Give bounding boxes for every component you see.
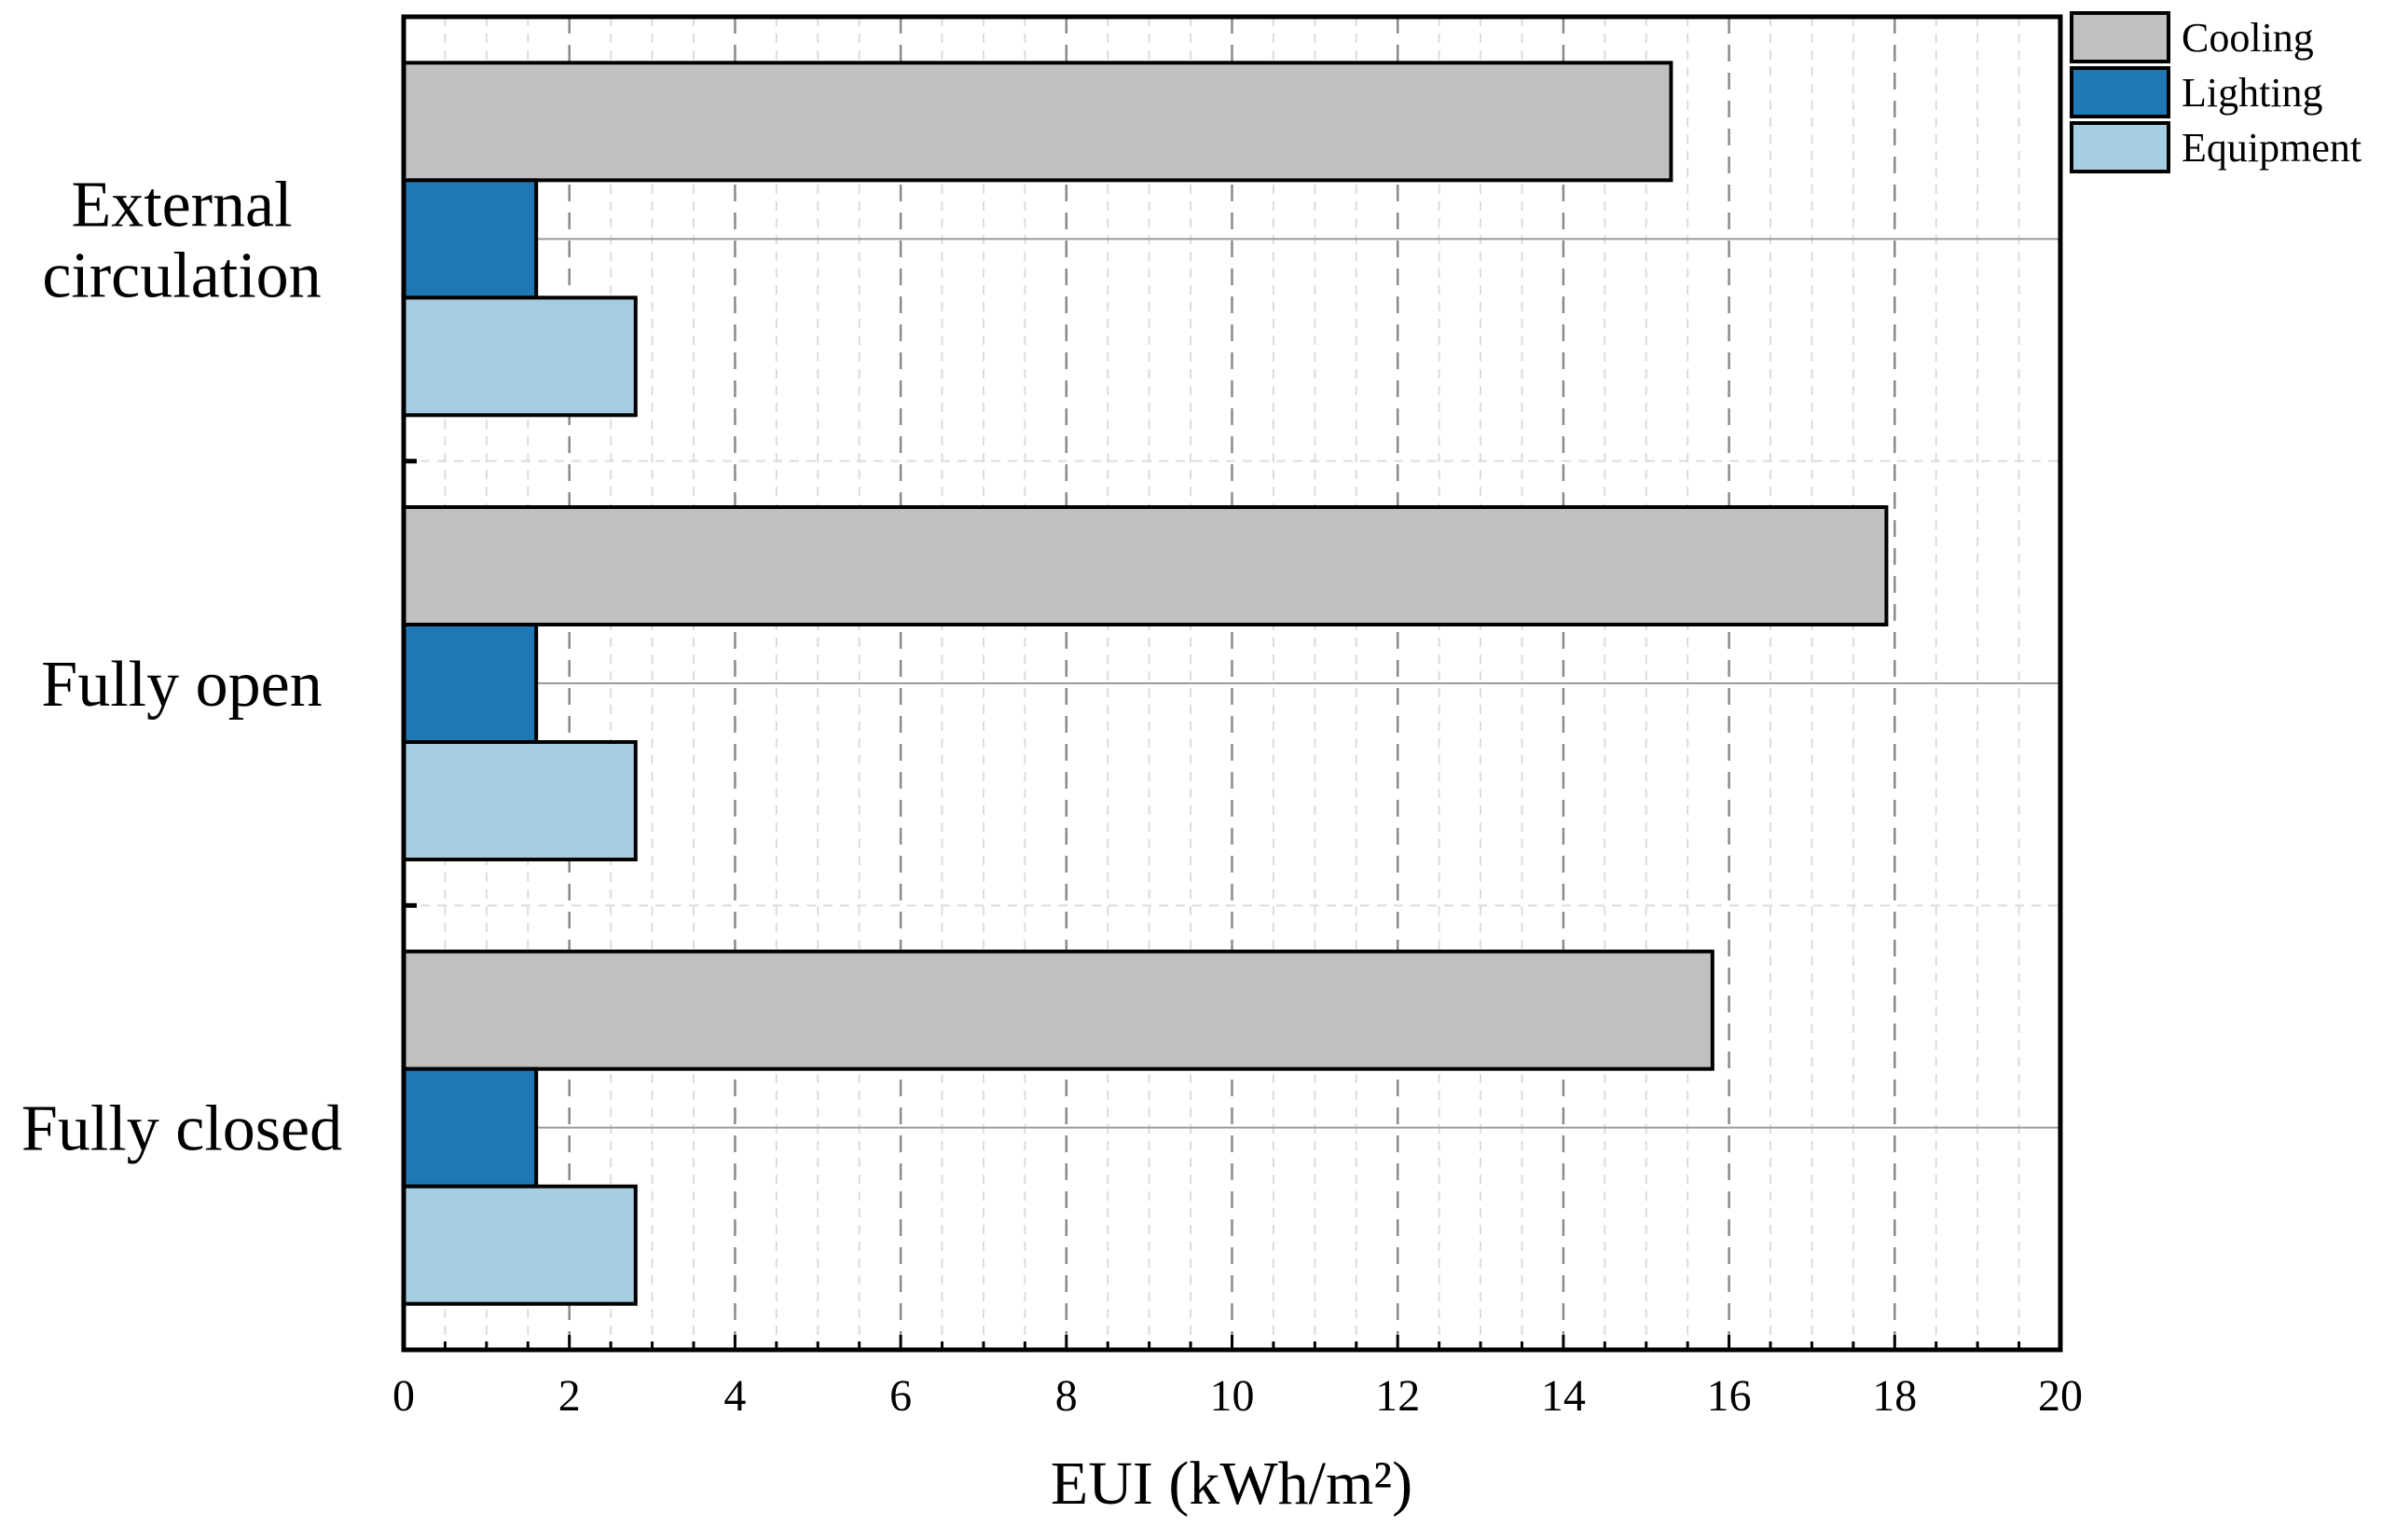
bar-cooling-3: [402, 949, 1714, 1071]
bar-equipment-1: [402, 296, 638, 418]
x-tick-label: 12: [1375, 1371, 1420, 1421]
bar-equipment-2: [402, 740, 638, 861]
category-label: External circulation: [42, 169, 321, 311]
bar-lighting-2: [402, 623, 539, 744]
x-tick-label: 14: [1541, 1371, 1586, 1421]
x-tick-label: 8: [1055, 1371, 1078, 1421]
bar-cooling-1: [402, 61, 1673, 183]
x-tick-label: 10: [1210, 1371, 1255, 1421]
legend: Cooling Lighting Equipment: [2070, 11, 2361, 173]
bar-equipment-3: [402, 1184, 638, 1306]
category-label: Fully closed: [21, 1093, 342, 1165]
legend-label-cooling: Cooling: [2182, 15, 2314, 61]
x-tick-label: 20: [2038, 1371, 2083, 1421]
category-label: Fully open: [41, 649, 322, 721]
x-tick-label: 6: [889, 1371, 912, 1421]
x-tick-label: 18: [1872, 1371, 1917, 1421]
bars: [402, 61, 1889, 1306]
legend-label-lighting: Lighting: [2182, 70, 2323, 116]
bar-cooling-2: [402, 505, 1889, 626]
grid: [404, 17, 2060, 1350]
x-axis-title: EUI (kWh/m²): [1051, 1450, 1412, 1518]
bar-lighting-3: [402, 1066, 539, 1189]
bar-lighting-1: [402, 178, 539, 300]
legend-swatch-equipment: [2070, 121, 2170, 173]
x-axis: 0 2 4 6 8 10 12 14 16 18 20: [392, 1335, 2083, 1421]
legend-label-equipment: Equipment: [2182, 125, 2361, 171]
y-axis: External circulation Fully open Fully close…: [21, 169, 417, 1165]
x-tick-label: 4: [723, 1371, 746, 1421]
legend-swatch-cooling: [2070, 11, 2170, 63]
x-tick-label: 0: [392, 1371, 415, 1421]
legend-swatch-lighting: [2070, 66, 2170, 118]
x-tick-label: 16: [1707, 1371, 1752, 1421]
x-tick-label: 2: [558, 1371, 581, 1421]
